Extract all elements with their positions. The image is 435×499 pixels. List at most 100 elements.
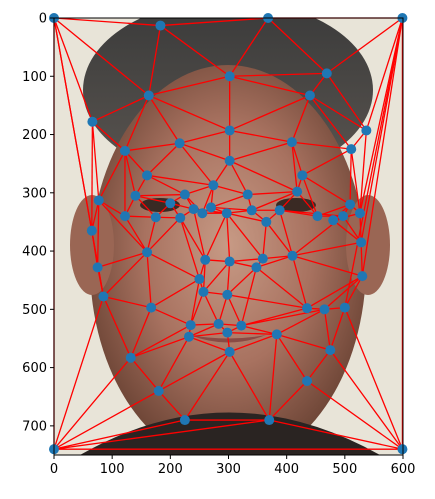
landmark-point [251,262,262,273]
triangle-edge [329,307,346,351]
triangle-edge [306,275,363,309]
triangle-edge [217,294,228,325]
landmark-point [242,189,253,200]
triangle-edge [269,419,403,450]
triangle-edge [91,121,126,152]
landmark-point [302,303,313,314]
triangle-edge [179,142,214,186]
triangle-edge [291,95,311,143]
triangle-edge [150,306,191,326]
triangle-edge [268,334,278,421]
landmark-point [119,145,130,156]
landmark-point [292,186,303,197]
landmark-point [208,180,219,191]
triangle-edge [306,349,331,382]
triangle-edge [53,296,105,450]
landmark-point [222,327,233,338]
landmark-point [142,170,153,181]
triangle-edge [135,195,171,204]
landmark-point [312,211,323,222]
x-tick-label: 200 [158,462,183,477]
triangle-edge [202,261,231,293]
landmark-point [345,199,356,210]
triangle-edge [291,142,298,192]
y-axis: 0 100 200 300 400 500 600 700 [22,12,54,434]
triangle-edge [184,351,231,421]
y-tick-label: 300 [22,186,47,201]
landmark-point [246,205,257,216]
x-tick-label: 500 [332,462,357,477]
triangle-edge [265,221,293,257]
y-tick-label: 500 [22,303,47,318]
landmark-point [302,376,313,387]
triangle-edge [302,174,351,206]
triangle-edge [229,160,298,193]
landmark-point [92,262,103,273]
triangle-edge [262,221,267,259]
landmark-point [93,195,104,206]
triangle-edge [361,17,404,277]
y-tick-label: 600 [22,361,47,376]
triangle-edge [291,141,303,176]
triangle-edge [359,130,368,214]
triangle-edge [201,184,214,214]
triangle-edge [146,251,200,280]
triangle-edge [146,174,186,196]
triangle-edge [240,267,258,326]
triangle-edge [53,17,105,297]
landmark-point [354,208,365,219]
triangle-edge [202,291,220,325]
triangle-edge [226,261,231,295]
triangle-edge [146,174,214,186]
landmark-points [49,13,408,455]
triangle-edge [309,94,367,132]
triangle-edge [326,17,403,74]
triangle-edge [124,215,148,253]
triangle-edge [98,199,126,217]
triangle-edge [146,217,157,253]
triangle-edge [158,351,230,392]
landmark-point [142,247,153,258]
triangle-edge [158,390,186,421]
landmark-point [257,253,268,264]
triangle-edge [267,17,328,74]
triangle-edge [344,17,404,308]
triangle-edge [97,251,148,269]
triangle-edge [192,208,206,260]
triangle-edge [276,334,308,382]
landmark-point [287,250,298,261]
triangle-edge [98,150,126,201]
triangle-edge [130,324,192,359]
triangle-edge [124,215,156,218]
landmark-point [153,385,164,396]
landmark-point [321,68,332,79]
landmark-point [194,274,205,285]
triangle-edge [146,217,181,253]
triangle-edge [53,390,160,450]
triangle-edge [53,17,93,122]
triangle-edge [276,333,331,351]
landmark-point [339,302,350,313]
triangle-edge [160,25,231,77]
triangle-edge [226,213,231,262]
triangle-edge [332,219,362,243]
triangle-edge [158,336,190,392]
triangle-edge [256,266,308,309]
triangle-edge [227,294,308,309]
triangle-edge [124,150,148,176]
triangle-edge [229,129,293,143]
landmark-point [271,329,282,340]
triangle-edge [124,142,180,152]
triangle-edge [344,307,404,450]
landmark-point [197,208,208,219]
triangle-edge [92,94,150,123]
landmark-point [98,291,109,302]
landmark-point [165,198,176,209]
landmark-point [304,90,315,101]
triangle-edge [91,121,100,201]
landmark-point [224,71,235,82]
triangle-edge [53,419,270,450]
landmark-point [143,90,154,101]
triangle-edge [53,17,150,96]
